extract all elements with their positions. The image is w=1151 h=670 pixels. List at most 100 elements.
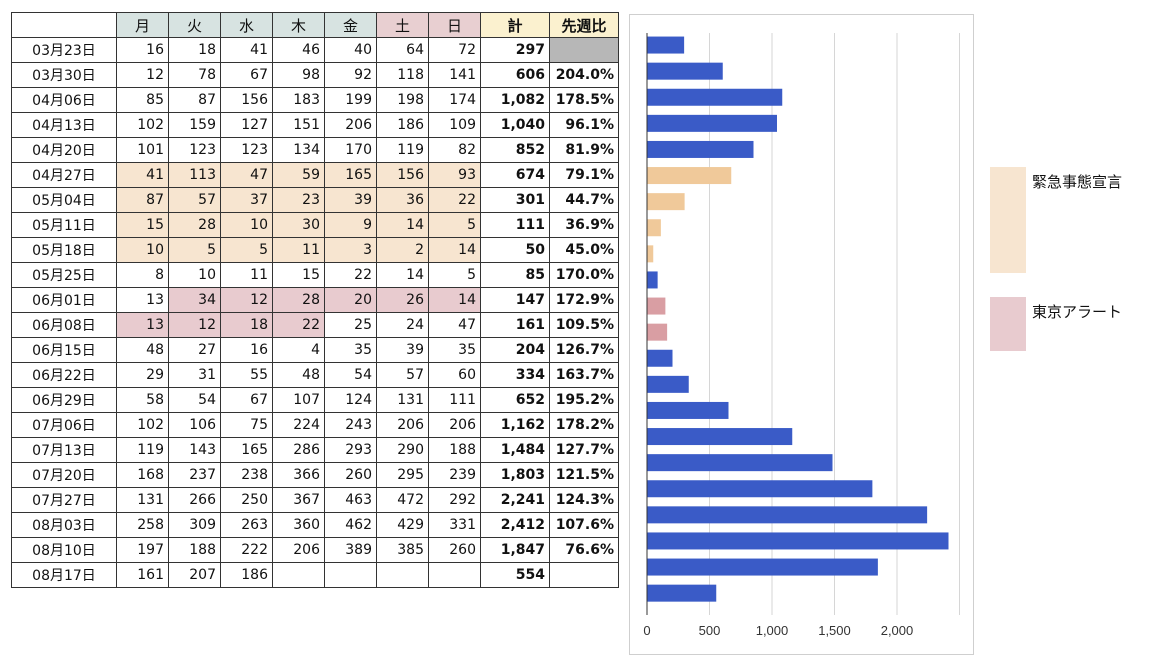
bar <box>647 480 873 498</box>
week-total-cell: 1,162 <box>480 412 550 438</box>
table-row: 07月27日 131 266 250 367 463 472 292 2,241 124.3% <box>11 487 619 513</box>
week-total-cell: 334 <box>480 362 550 388</box>
day-count-cell: 22 <box>272 312 325 338</box>
week-ratio-cell: 121.5% <box>549 462 619 488</box>
weekly-total-bar-chart: 0 500 1,000 1,500 2,000 <box>629 14 974 655</box>
day-count-cell: 9 <box>324 212 377 238</box>
day-count-cell: 123 <box>168 137 221 163</box>
day-count-cell: 93 <box>428 162 481 188</box>
day-count-cell: 197 <box>116 537 169 563</box>
weekly-cases-table: 月 火 水 木 金 土 日 計 先週比 03月23日 16 18 41 46 40 64 72… <box>11 12 619 588</box>
day-count-cell: 385 <box>376 537 429 563</box>
day-count-cell: 188 <box>168 537 221 563</box>
week-ratio-cell <box>549 562 619 588</box>
day-count-cell: 263 <box>220 512 273 538</box>
day-count-cell: 13 <box>116 312 169 338</box>
day-count-cell: 109 <box>428 112 481 138</box>
week-ratio-cell: 36.9% <box>549 212 619 238</box>
day-count-cell: 5 <box>428 212 481 238</box>
day-count-cell: 119 <box>116 437 169 463</box>
day-count-cell: 123 <box>220 137 273 163</box>
table-row: 04月20日 101 123 123 134 170 119 82 852 81.9% <box>11 137 619 163</box>
week-ratio-cell: 178.2% <box>549 412 619 438</box>
day-count-cell: 111 <box>428 387 481 413</box>
bar <box>647 88 783 106</box>
bar <box>647 532 949 550</box>
day-count-cell: 134 <box>272 137 325 163</box>
week-label-cell: 05月18日 <box>11 237 117 263</box>
week-total-cell: 301 <box>480 187 550 213</box>
day-count-cell: 59 <box>272 162 325 188</box>
day-count-cell: 14 <box>428 287 481 313</box>
day-count-cell: 119 <box>376 137 429 163</box>
day-count-cell: 47 <box>428 312 481 338</box>
day-count-cell: 5 <box>168 237 221 263</box>
x-tick-label: 1,500 <box>818 623 851 638</box>
table-row: 04月27日 41 113 47 59 165 156 93 674 79.1% <box>11 162 619 188</box>
day-count-cell: 35 <box>324 337 377 363</box>
day-count-cell: 46 <box>272 37 325 63</box>
week-ratio-cell: 79.1% <box>549 162 619 188</box>
day-count-cell: 27 <box>168 337 221 363</box>
day-count-cell: 75 <box>220 412 273 438</box>
day-count-cell: 18 <box>220 312 273 338</box>
week-ratio-cell: 107.6% <box>549 512 619 538</box>
week-ratio-cell: 204.0% <box>549 62 619 88</box>
week-ratio-cell: 96.1% <box>549 112 619 138</box>
day-count-cell: 72 <box>428 37 481 63</box>
x-tick-label: 2,000 <box>881 623 914 638</box>
day-count-cell: 206 <box>324 112 377 138</box>
day-count-cell: 238 <box>220 462 273 488</box>
week-total-cell: 147 <box>480 287 550 313</box>
day-count-cell: 11 <box>220 262 273 288</box>
week-ratio-cell: 178.5% <box>549 87 619 113</box>
table-row: 08月03日 258 309 263 360 462 429 331 2,412 107.6% <box>11 512 619 538</box>
day-count-cell: 159 <box>168 112 221 138</box>
table-row: 03月23日 16 18 41 46 40 64 72 297 <box>11 37 619 63</box>
day-count-cell: 98 <box>272 62 325 88</box>
day-count-cell: 292 <box>428 487 481 513</box>
bar-chart-svg: 0 500 1,000 1,500 2,000 <box>643 33 960 638</box>
day-count-cell: 156 <box>220 87 273 113</box>
day-count-cell: 295 <box>376 462 429 488</box>
day-count-cell: 260 <box>428 537 481 563</box>
day-count-cell: 87 <box>168 87 221 113</box>
week-ratio-cell: 44.7% <box>549 187 619 213</box>
week-total-cell: 852 <box>480 137 550 163</box>
day-count-cell: 360 <box>272 512 325 538</box>
table-row: 03月30日 12 78 67 98 92 118 141 606 204.0% <box>11 62 619 88</box>
day-count-cell: 48 <box>272 362 325 388</box>
week-label-cell: 04月13日 <box>11 112 117 138</box>
week-total-cell: 1,040 <box>480 112 550 138</box>
week-label-cell: 08月03日 <box>11 512 117 538</box>
week-total-cell: 2,241 <box>480 487 550 513</box>
day-count-cell <box>428 562 481 588</box>
day-count-cell: 107 <box>272 387 325 413</box>
day-count-cell: 20 <box>324 287 377 313</box>
legend-swatch <box>990 167 1026 273</box>
week-label-cell: 06月01日 <box>11 287 117 313</box>
bar <box>647 428 793 446</box>
week-total-cell: 85 <box>480 262 550 288</box>
x-tick-label: 1,000 <box>756 623 789 638</box>
day-count-cell: 26 <box>376 287 429 313</box>
table-row: 06月08日 13 12 18 22 25 24 47 161 109.5% <box>11 312 619 338</box>
day-count-cell: 124 <box>324 387 377 413</box>
week-label-cell: 04月20日 <box>11 137 117 163</box>
day-count-cell: 24 <box>376 312 429 338</box>
day-count-cell: 40 <box>324 37 377 63</box>
day-count-cell: 131 <box>376 387 429 413</box>
day-count-cell: 13 <box>116 287 169 313</box>
bar <box>647 506 928 524</box>
day-count-cell: 92 <box>324 62 377 88</box>
week-ratio-cell: 81.9% <box>549 137 619 163</box>
day-count-cell: 224 <box>272 412 325 438</box>
legend-label: 東京アラート <box>1032 303 1123 321</box>
table-row: 05月04日 87 57 37 23 39 36 22 301 44.7% <box>11 187 619 213</box>
day-count-cell: 250 <box>220 487 273 513</box>
day-count-cell: 429 <box>376 512 429 538</box>
day-count-cell: 258 <box>116 512 169 538</box>
week-total-cell: 2,412 <box>480 512 550 538</box>
day-count-cell: 34 <box>168 287 221 313</box>
day-count-cell: 290 <box>376 437 429 463</box>
